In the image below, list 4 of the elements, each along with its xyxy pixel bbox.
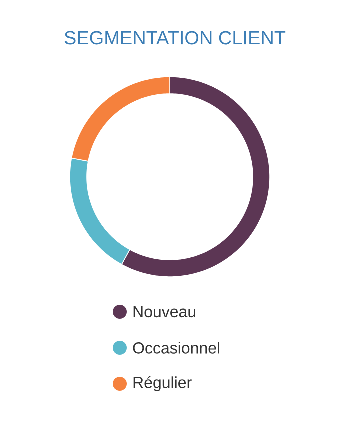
legend-label: Occasionnel <box>133 342 220 354</box>
chart-title: SEGMENTATION CLIENT <box>64 31 286 45</box>
legend-label: Nouveau <box>134 306 196 318</box>
legend-label: Régulier <box>134 376 192 392</box>
